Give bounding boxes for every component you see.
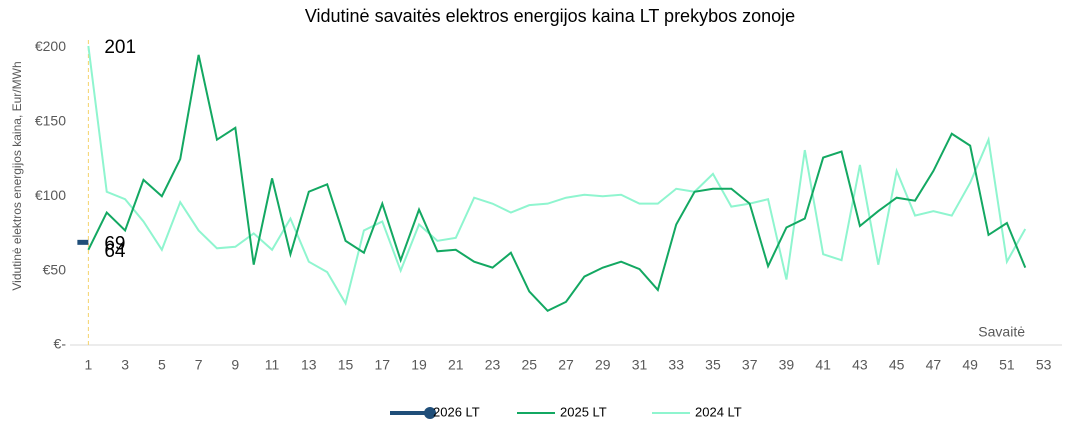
x-tick-label: 41 [815,357,831,373]
data-label: 64 [104,241,126,262]
x-tick-label: 35 [705,357,721,373]
legend-label: 2024 LT [695,404,742,419]
x-tick-label: 29 [595,357,611,373]
x-tick-label: 27 [558,357,574,373]
x-tick-label: 31 [632,357,648,373]
series-line [87,45,1027,306]
x-tick-label: 47 [926,357,942,373]
y-tick-label: €100 [35,187,66,203]
x-tick-label: 15 [338,357,354,373]
y-tick-label: €150 [35,113,66,129]
legend-marker [424,407,436,419]
y-tick-label: €50 [43,261,67,277]
x-tick-label: 33 [668,357,684,373]
x-tick-label: 53 [1036,357,1052,373]
x-tick-label: 43 [852,357,868,373]
x-tick-label: 25 [521,357,537,373]
legend-label: 2025 LT [560,404,607,419]
data-label: 201 [104,37,136,58]
x-tick-label: 39 [779,357,795,373]
series-line [87,54,1027,312]
x-tick-label: 17 [375,357,391,373]
x-tick-label: 21 [448,357,464,373]
x-tick-label: 51 [999,357,1015,373]
chart-title: Vidutinė savaitės elektros energijos kai… [305,6,795,26]
x-tick-label: 11 [265,357,280,373]
x-tick-label: 3 [121,357,129,373]
legend-label: 2026 LT [433,404,480,419]
x-tick-label: 19 [411,357,427,373]
x-tick-label: 49 [962,357,978,373]
x-tick-label: 13 [301,357,317,373]
x-tick-label: 1 [84,357,92,373]
x-tick-label: 9 [231,357,239,373]
y-tick-label: €- [54,336,67,352]
x-tick-label: 7 [195,357,203,373]
y-axis-label: Vidutinė elektros energijos kaina, Eur/M… [10,61,24,290]
x-tick-label: 37 [742,357,758,373]
data-label: 69 [104,233,125,254]
x-tick-label: 45 [889,357,905,373]
x-axis-label: Savaitė [978,324,1025,340]
x-tick-label: 5 [158,357,166,373]
y-tick-label: €200 [35,38,66,54]
x-tick-label: 23 [485,357,501,373]
